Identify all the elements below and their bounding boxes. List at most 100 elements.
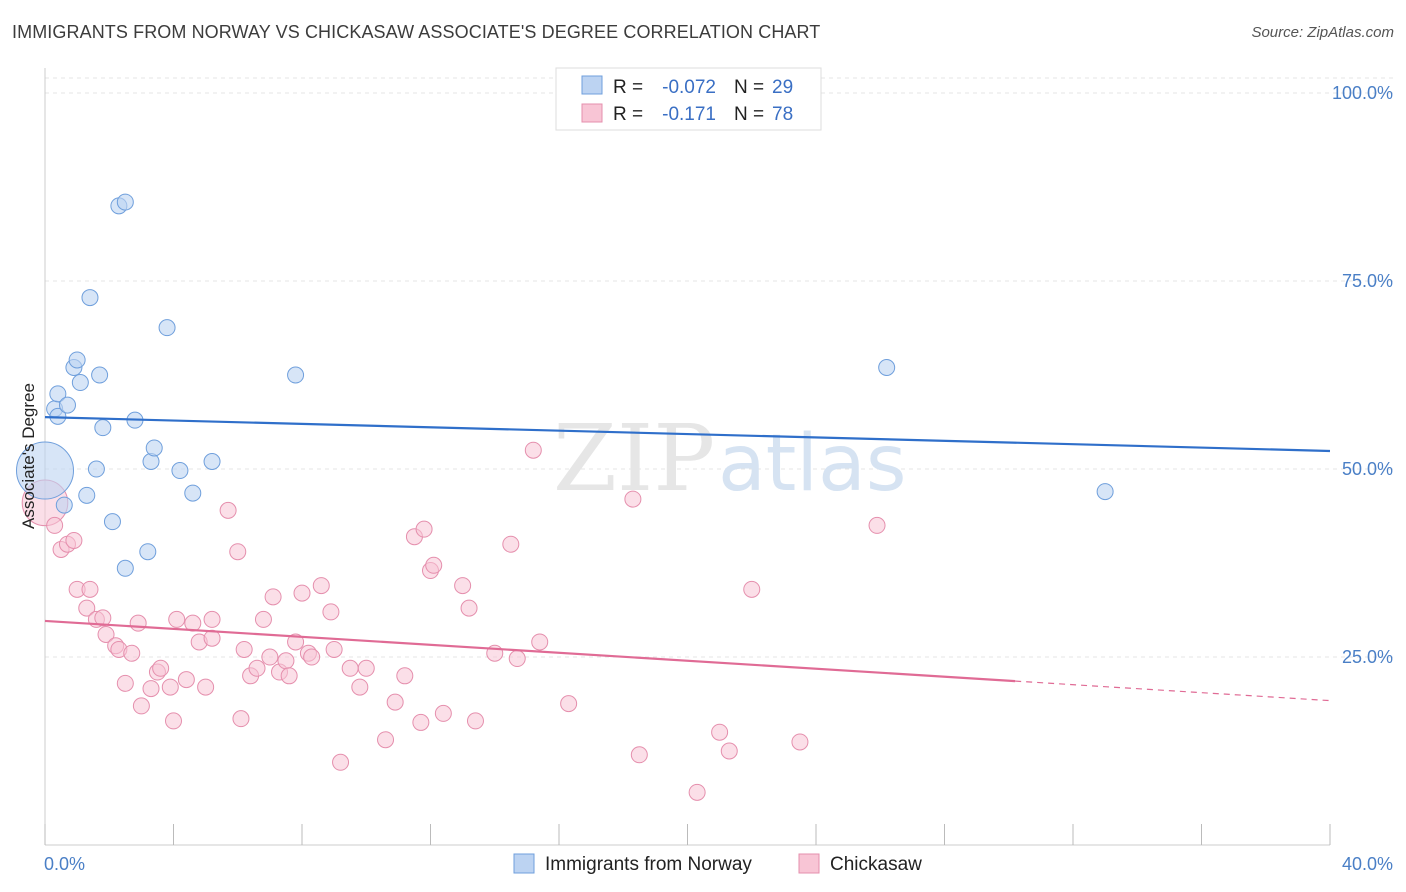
- norway-point: [287, 366, 305, 384]
- chickasaw-point: [396, 667, 414, 685]
- chickasaw-point: [531, 633, 549, 651]
- chickasaw-point: [177, 671, 195, 689]
- y-axis-label: Associate's Degree: [19, 383, 38, 529]
- x-tick-label: 40.0%: [1342, 854, 1393, 874]
- trend-line-norway: [44, 416, 1331, 453]
- norway-point: [94, 419, 112, 437]
- legend-swatch-chickasaw: [581, 103, 603, 123]
- chickasaw-point: [78, 599, 96, 617]
- chickasaw-point: [332, 753, 350, 771]
- chickasaw-point: [791, 733, 809, 751]
- norway-point: [139, 543, 157, 561]
- norway-point: [68, 351, 86, 369]
- legend-series-chickasaw: Chickasaw: [830, 854, 922, 875]
- chickasaw-point: [434, 704, 452, 722]
- chickasaw-point: [152, 659, 170, 677]
- chickasaw-point: [293, 584, 311, 602]
- legend-r-value: -0.171: [662, 104, 716, 125]
- chickasaw-point: [357, 659, 375, 677]
- y-tick-label: 25.0%: [1342, 647, 1393, 667]
- x-tick-label: 0.0%: [44, 854, 85, 874]
- chickasaw-point: [142, 680, 160, 698]
- norway-point: [171, 462, 189, 480]
- chickasaw-point: [412, 713, 430, 731]
- norway-point: [103, 513, 121, 531]
- data-points: [16, 193, 1114, 801]
- norway-point: [1096, 483, 1114, 501]
- chickasaw-point: [415, 520, 433, 538]
- chickasaw-point: [425, 556, 443, 574]
- chickasaw-point: [303, 648, 321, 666]
- chart-title: IMMIGRANTS FROM NORWAY VS CHICKASAW ASSO…: [12, 22, 821, 42]
- legend-n-value: 78: [772, 104, 793, 125]
- axes: [44, 68, 1331, 846]
- norway-point: [55, 496, 73, 514]
- norway-point: [145, 439, 163, 457]
- norway-point: [158, 319, 176, 337]
- chickasaw-point: [688, 783, 706, 801]
- chickasaw-point: [219, 501, 237, 519]
- legend-n-label: N =: [734, 104, 764, 125]
- legend-r-label: R =: [613, 104, 643, 125]
- norway-point: [49, 385, 67, 403]
- chickasaw-point: [287, 633, 305, 651]
- chickasaw-point: [46, 516, 64, 534]
- chickasaw-point: [94, 609, 112, 627]
- chickasaw-point: [630, 746, 648, 764]
- norway-point: [78, 486, 96, 504]
- chickasaw-point: [248, 659, 266, 677]
- chickasaw-point: [264, 588, 282, 606]
- chickasaw-point: [466, 712, 484, 730]
- watermark: ZIP atlas: [553, 405, 907, 512]
- norway-point: [87, 460, 105, 478]
- legend-swatch-chickasaw: [798, 853, 820, 874]
- norway-point: [58, 396, 76, 414]
- chickasaw-point: [161, 678, 179, 696]
- chickasaw-point: [377, 731, 395, 749]
- norway-point: [81, 289, 99, 307]
- chickasaw-point: [280, 667, 298, 685]
- legend-n-label: N =: [734, 77, 764, 98]
- legend-swatch-norway: [513, 853, 535, 874]
- legend-n-value: 29: [772, 77, 793, 98]
- chickasaw-point: [560, 695, 578, 713]
- chickasaw-point: [129, 614, 147, 632]
- trend-line-chickasaw: [44, 619, 1016, 683]
- chickasaw-point: [229, 543, 247, 561]
- chickasaw-point: [624, 490, 642, 508]
- chickasaw-point: [386, 693, 404, 711]
- norway-point: [116, 193, 134, 211]
- chickasaw-point: [524, 441, 542, 459]
- chickasaw-point: [743, 580, 761, 598]
- grid-lines: [45, 77, 1395, 658]
- series-legend: Immigrants from Norway Chickasaw: [513, 853, 922, 875]
- chickasaw-point: [502, 535, 520, 553]
- watermark-atlas: atlas: [718, 419, 907, 509]
- chickasaw-point: [720, 742, 738, 760]
- chickasaw-point: [341, 659, 359, 677]
- correlation-legend: R = -0.072 N = 29 R = -0.171 N = 78: [555, 67, 822, 131]
- chickasaw-point: [168, 610, 186, 628]
- legend-series-norway: Immigrants from Norway: [545, 854, 752, 875]
- chickasaw-point: [81, 580, 99, 598]
- chickasaw-point: [312, 577, 330, 595]
- chickasaw-point: [460, 599, 478, 617]
- chickasaw-point: [97, 625, 115, 643]
- chickasaw-point: [65, 531, 83, 549]
- chickasaw-point: [197, 678, 215, 696]
- norway-point: [184, 484, 202, 502]
- chickasaw-point: [508, 650, 526, 668]
- chickasaw-point: [277, 652, 295, 670]
- legend-swatch-norway: [581, 75, 603, 95]
- chickasaw-point: [322, 603, 340, 621]
- y-tick-label: 75.0%: [1342, 271, 1393, 291]
- chickasaw-point: [711, 723, 729, 741]
- chickasaw-point: [123, 644, 141, 662]
- chickasaw-point: [235, 640, 253, 658]
- norway-point: [91, 366, 109, 384]
- chickasaw-point: [203, 610, 221, 628]
- chickasaw-point: [351, 678, 369, 696]
- norway-point: [878, 359, 896, 377]
- norway-point: [71, 374, 89, 392]
